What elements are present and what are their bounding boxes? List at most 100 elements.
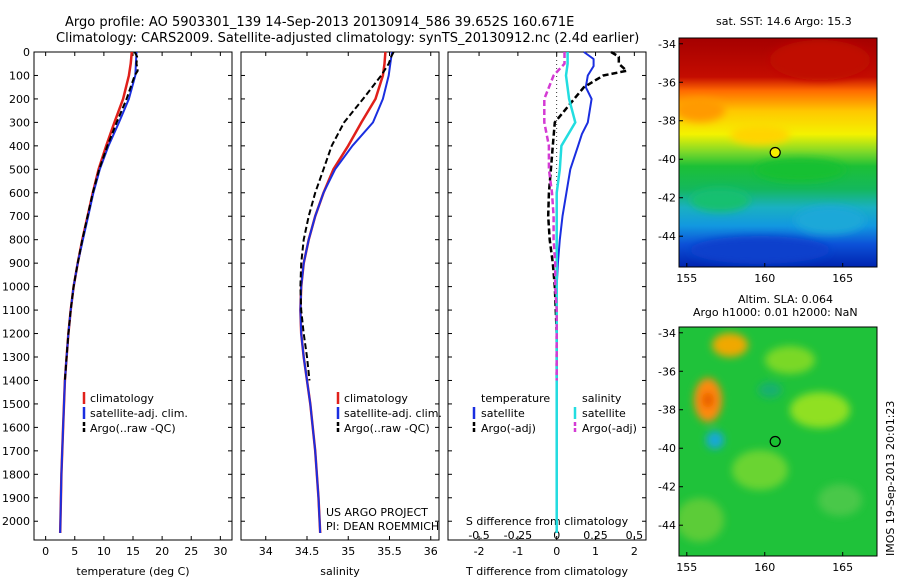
legend-label-climatology: climatology (90, 392, 154, 405)
x-tick-label: -1 (512, 545, 523, 558)
legend-label-satellite: satellite-adj. clim. (90, 407, 188, 420)
series-line-satellite-adj-clim (299, 51, 393, 534)
legend-label-sal-argo: Argo(-adj) (582, 422, 637, 435)
y-tick-label: 1800 (2, 468, 30, 481)
x-tick-label: 30 (213, 545, 227, 558)
legend-header-salinity: salinity (582, 392, 622, 405)
legend-label-argo: Argo(..raw -QC) (90, 422, 176, 435)
y-tick-label: 1100 (2, 304, 30, 317)
lat-tick-label: -36 (658, 365, 676, 378)
x-tick-label: 1 (592, 545, 599, 558)
lon-tick-label: 160 (754, 272, 775, 285)
sst-map-frame (678, 37, 878, 268)
x-tick-label-salinity: 0.5 (626, 529, 644, 542)
plot-frame (240, 51, 440, 541)
x-tick-label-salinity: 0.25 (583, 529, 608, 542)
series-line-salinity-argo-adj (543, 52, 566, 381)
lat-tick-label: -34 (658, 327, 676, 340)
legend-label-temp-argo: Argo(-adj) (481, 422, 536, 435)
y-tick-label: 200 (9, 93, 30, 106)
x-tick-label: 20 (155, 545, 169, 558)
x-axis-label: salinity (320, 565, 360, 578)
difference-legend: temperature salinity satellite Argo(-adj… (472, 392, 637, 435)
lat-tick-label: -44 (658, 230, 676, 243)
temperature-legend: climatology satellite-adj. clim. Argo(..… (82, 392, 188, 435)
x-tick-label: 10 (97, 545, 111, 558)
lat-tick-label: -40 (658, 442, 676, 455)
lat-tick-label: -34 (658, 38, 676, 51)
credit-line-1: US ARGO PROJECT (326, 506, 428, 519)
series-line-satellite-adj-clim (59, 51, 138, 534)
lat-tick-label: -40 (658, 153, 676, 166)
y-tick-label: 800 (9, 234, 30, 247)
legend-label-climatology: climatology (344, 392, 408, 405)
sst-map-title: sat. SST: 14.6 Argo: 15.3 (716, 15, 852, 28)
x-tick-label: 25 (184, 545, 198, 558)
legend-label-sal-satellite: satellite (582, 407, 626, 420)
y-tick-label: 500 (9, 163, 30, 176)
lat-tick-label: -44 (658, 519, 676, 532)
salinity-profile-chart: 34 34.5 35 35.5 36 salinity (240, 51, 440, 578)
sla-argo-marker (769, 435, 781, 448)
legend-label-temp-satellite: satellite (481, 407, 525, 420)
sla-map-axes: -34 -36 -38 -40 -42 -44 155 160 165 (658, 327, 853, 574)
legend-label-argo: Argo(..raw -QC) (344, 422, 430, 435)
lon-tick-label: 155 (676, 272, 697, 285)
x-axis-label-top: S difference from climatology (466, 515, 629, 528)
y-tick-label: 1300 (2, 351, 30, 364)
x-tick-label: 34 (259, 545, 273, 558)
sst-argo-marker (769, 146, 781, 159)
x-tick-label: -2 (474, 545, 485, 558)
x-tick-label: 0 (553, 545, 560, 558)
lon-tick-label: 165 (832, 561, 853, 574)
x-tick-label: 5 (71, 545, 78, 558)
y-tick-label: 300 (9, 116, 30, 129)
sst-map-axes: -34 -36 -38 -40 -42 -44 155 160 165 (658, 38, 853, 285)
y-tick-label: 2000 (2, 515, 30, 528)
sla-map-title-1: Altim. SLA: 0.064 (738, 293, 833, 306)
x-tick-label: 2 (631, 545, 638, 558)
x-tick-label: 35 (341, 545, 355, 558)
x-tick-label-salinity: -0.25 (504, 529, 532, 542)
y-tick-label: 400 (9, 140, 30, 153)
side-stamp: IMOS 19-Sep-2013 20:01:23 (884, 401, 897, 556)
temperature-profile-chart: 0100200300400500600700800900100011001200… (2, 46, 233, 578)
header-line-1: Argo profile: AO 5903301_139 14-Sep-2013… (65, 15, 574, 30)
y-tick-label: 900 (9, 257, 30, 270)
x-tick-label: 0 (42, 545, 49, 558)
lat-tick-label: -38 (658, 115, 676, 128)
lat-tick-label: -42 (658, 192, 676, 205)
lat-tick-label: -36 (658, 76, 676, 89)
y-tick-label: 600 (9, 187, 30, 200)
x-tick-label: 36 (424, 545, 438, 558)
y-tick-label: 1000 (2, 281, 30, 294)
lon-tick-label: 165 (832, 272, 853, 285)
legend-label-satellite: satellite-adj. clim. (344, 407, 442, 420)
plot-frame (447, 51, 647, 541)
lon-tick-label: 160 (754, 561, 775, 574)
y-tick-label: 0 (23, 46, 30, 59)
sla-map-title-2: Argo h1000: 0.01 h2000: NaN (693, 306, 858, 319)
sla-map-frame (678, 326, 878, 557)
series-line-salinity-satellite (555, 52, 577, 533)
x-tick-label: 35.5 (377, 545, 402, 558)
lat-tick-label: -38 (658, 404, 676, 417)
lon-tick-label: 155 (676, 561, 697, 574)
legend-header-temperature: temperature (481, 392, 550, 405)
series-line-argo-raw-qc (63, 51, 139, 381)
x-axis-label: T difference from climatology (465, 565, 628, 578)
y-tick-label: 1200 (2, 328, 30, 341)
salinity-legend: climatology satellite-adj. clim. Argo(..… (336, 392, 442, 435)
difference-profile-chart: -2 -1 0 1 2T difference from climatology S di… (447, 50, 647, 578)
x-axis-label: temperature (deg C) (76, 565, 189, 578)
series-line-argo-raw-qc (299, 51, 395, 381)
y-tick-label: 1900 (2, 492, 30, 505)
y-tick-label: 700 (9, 210, 30, 223)
y-tick-label: 100 (9, 69, 30, 82)
credit-line-2: PI: DEAN ROEMMICH (326, 520, 439, 533)
plot-frame (33, 51, 233, 541)
y-tick-label: 1400 (2, 374, 30, 387)
x-tick-label-salinity: -0.5 (468, 529, 489, 542)
x-tick-label: 34.5 (295, 545, 320, 558)
